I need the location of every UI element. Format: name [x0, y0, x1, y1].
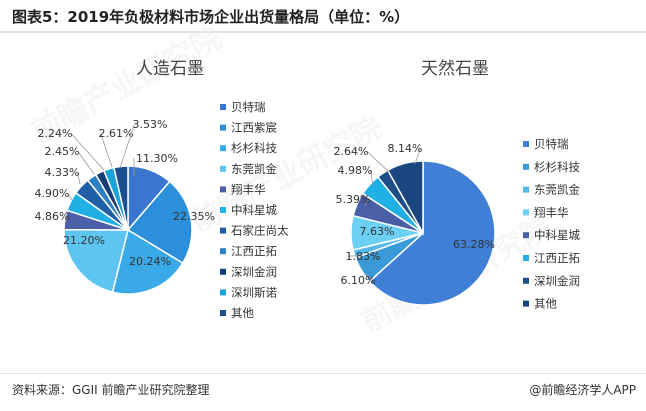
slice-data-label: 2.61% — [99, 127, 134, 140]
pie-title: 天然石墨 — [421, 59, 489, 79]
legend-label: 东莞凯金 — [534, 183, 580, 197]
leader-line — [366, 150, 390, 173]
slice-data-label: 3.53% — [133, 118, 168, 131]
legend-label: 石家庄尚太 — [231, 224, 289, 238]
legend-label: 翔丰华 — [534, 205, 569, 219]
legend-label: 江西正拓 — [534, 251, 580, 265]
leader-line — [77, 150, 95, 175]
slice-data-label: 4.86% — [35, 210, 70, 223]
legend-swatch — [220, 165, 226, 172]
legend-label: 东莞凯金 — [231, 162, 277, 176]
pie-slice — [386, 160, 424, 236]
legend-swatch — [523, 186, 529, 193]
leader-line — [364, 198, 369, 207]
artificial-graphite-pie-svg: 人造石墨 11.30% 22.35% 20.24% 21.20% 4.86% 4.90% 4.… — [35, 59, 289, 320]
artificial-graphite-pie-chart: 人造石墨 11.30% 22.35% 20.24% 21.20% 4.86% 4.90% 4.… — [0, 34, 325, 372]
leader-line — [100, 132, 113, 168]
legend-label: 中科星城 — [534, 228, 580, 242]
slice-data-label: 7.63% — [360, 225, 395, 238]
legend-swatch — [523, 163, 529, 170]
legend-label: 其他 — [534, 297, 557, 311]
figure-title: 图表5：2019年负极材料市场企业出货量格局（单位：%） — [12, 8, 410, 26]
pie-slice — [63, 228, 129, 294]
natural-graphite-pie-svg: 天然石墨 63.28% 6.10% 1.83% 7.63% 5.39% 4.98% 2.64%… — [334, 59, 581, 311]
leader-line — [70, 132, 105, 171]
leader-line — [370, 169, 374, 187]
legend-swatch — [523, 277, 529, 284]
slice-data-label: 20.24% — [129, 255, 171, 268]
leader-line — [67, 192, 73, 201]
legend-label: 其他 — [231, 306, 254, 320]
natural-graphite-pie-chart: 天然石墨 63.28% 6.10% 1.83% 7.63% 5.39% 4.98% 2.64%… — [325, 34, 646, 372]
pie-slice — [126, 180, 193, 265]
legend-swatch — [220, 227, 226, 234]
legend-swatch — [523, 232, 529, 239]
legend-label: 江西正拓 — [231, 244, 277, 258]
pie-slice — [111, 228, 184, 295]
brand-credit: @前瞻经济学人APP — [529, 383, 636, 397]
legend-swatch — [220, 268, 226, 275]
legend-swatch — [220, 310, 226, 316]
legend-label: 翔丰华 — [231, 182, 266, 196]
legend-label: 杉杉科技 — [231, 141, 277, 155]
leader-line — [414, 147, 421, 165]
slice-data-label: 21.20% — [63, 234, 105, 247]
source-note: 资料来源：GGII 前瞻产业研究院整理 — [12, 383, 210, 397]
legend-label: 杉杉科技 — [534, 160, 580, 174]
legend-swatch — [523, 141, 529, 147]
footer-divider — [0, 373, 646, 374]
pie-title: 人造石墨 — [136, 59, 204, 79]
title-divider — [0, 31, 646, 33]
legend-swatch — [220, 248, 226, 255]
slice-data-label: 6.10% — [341, 274, 376, 287]
slice-data-label: 5.39% — [336, 193, 371, 206]
slice-data-label: 2.45% — [45, 145, 80, 158]
slice-data-label: 11.30% — [136, 152, 178, 165]
slice-data-label: 63.28% — [453, 238, 495, 251]
legend-label: 深圳斯诺 — [231, 285, 277, 299]
legend-swatch — [523, 209, 529, 216]
legend-label: 中科星城 — [231, 203, 277, 217]
slice-data-label: 22.35% — [173, 210, 215, 223]
leader-line — [65, 215, 68, 223]
legend-label: 贝特瑞 — [231, 100, 266, 114]
legend-swatch — [523, 300, 529, 307]
leader-line — [119, 123, 135, 169]
legend-swatch — [220, 145, 226, 152]
pie-slice — [368, 160, 496, 306]
leader-line — [364, 273, 374, 281]
slice-data-label: 4.90% — [35, 187, 70, 200]
slice-data-label: 2.64% — [334, 145, 369, 158]
legend-swatch — [220, 289, 226, 296]
legend-label: 江西紫宸 — [231, 121, 277, 135]
slice-data-label: 1.83% — [346, 250, 381, 263]
legend-swatch — [220, 104, 226, 110]
slice-data-label: 4.33% — [45, 166, 80, 179]
legend-label: 贝特瑞 — [534, 137, 569, 151]
legend-swatch — [220, 207, 226, 213]
legend-swatch — [220, 186, 226, 193]
legend-swatch — [523, 255, 529, 261]
slice-data-label: 8.14% — [388, 142, 423, 155]
slice-data-label: 2.24% — [38, 127, 73, 140]
legend-label: 深圳金润 — [231, 265, 277, 279]
legend-swatch — [220, 124, 226, 131]
slice-data-label: 4.98% — [338, 164, 373, 177]
legend-label: 深圳金润 — [534, 274, 580, 288]
leader-line — [77, 171, 81, 185]
